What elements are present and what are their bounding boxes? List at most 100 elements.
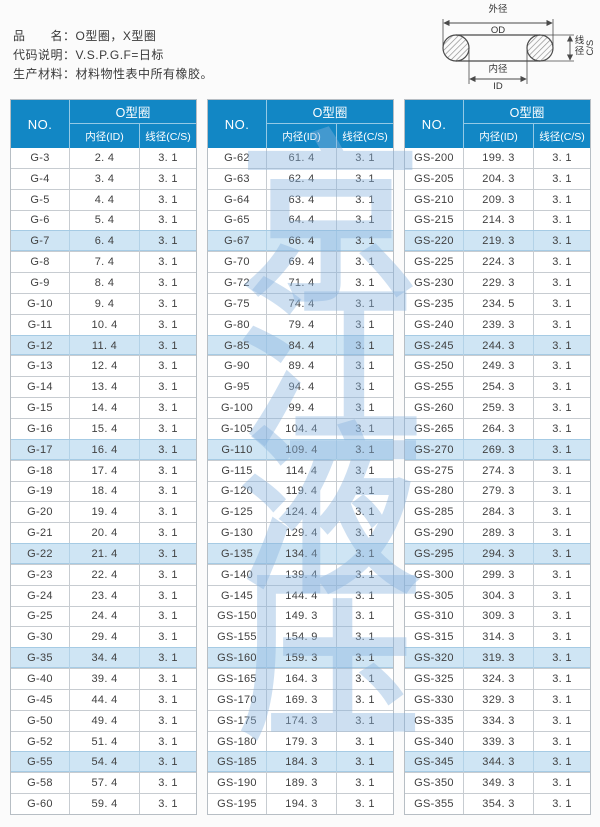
code-description-line: 代码说明：V.S.P.G.F=日标 (13, 48, 164, 62)
no-cell: G-145 (208, 585, 267, 606)
table-row: GS-160 159. 3 3. 1 (208, 647, 393, 669)
no-cell: G-35 (11, 648, 70, 669)
cs-cell: 3. 1 (552, 777, 572, 790)
cs-cell: 3. 1 (552, 610, 572, 623)
table-row: G-115 114. 4 3. 1 (208, 459, 393, 481)
no-cell: G-30 (11, 627, 70, 648)
cs-cell: 3. 1 (552, 756, 572, 769)
cs-cell: 3. 1 (552, 443, 572, 456)
cs-cell: 3. 1 (552, 735, 572, 748)
no-cell: G-60 (11, 794, 70, 814)
id-cell: 23. 4 (70, 585, 140, 606)
id-cell: 16. 4 (70, 439, 140, 460)
no-cell: G-19 (11, 481, 70, 502)
table-row: G-9 8. 4 3. 1 (11, 272, 196, 293)
cs-cell: 3. 1 (355, 297, 375, 310)
no-cell: GS-200 (405, 148, 464, 168)
no-cell: G-125 (208, 502, 267, 523)
id-cell: 114. 4 (267, 460, 337, 481)
cs-cell: 3. 1 (552, 276, 572, 289)
no-cell: GS-245 (405, 335, 464, 356)
table-row: GS-340 339. 3 3. 1 (405, 730, 590, 752)
id-cell: 44. 4 (70, 689, 140, 710)
od-label-cn: 外径 (488, 4, 508, 15)
no-cell: G-16 (11, 418, 70, 439)
col-header-id: 内径(ID) (464, 124, 534, 148)
table-header: NO. O型圈 内径(ID) 线径(C/S) (208, 100, 393, 148)
cs-cell: 3. 1 (158, 589, 178, 602)
no-cell: GS-155 (208, 627, 267, 648)
cs-cell: 3. 1 (552, 339, 572, 352)
spec-tables: NO. O型圈 内径(ID) 线径(C/S) G-3 2. 4 3. 1 G-4 3. … (10, 99, 591, 815)
id-cell: 10. 4 (70, 314, 140, 335)
no-cell: GS-215 (405, 210, 464, 231)
oring-table-1: NO. O型圈 内径(ID) 线径(C/S) G-3 2. 4 3. 1 G-4 3. … (10, 99, 197, 815)
id-cell: 264. 3 (464, 418, 534, 439)
id-cell: 234. 5 (464, 293, 534, 314)
no-cell: G-5 (11, 189, 70, 210)
cs-cell: 3. 1 (355, 735, 375, 748)
table-row: GS-350 349. 3 3. 1 (405, 772, 590, 794)
id-cell: 7. 4 (70, 252, 140, 273)
oring-table-2: NO. O型圈 内径(ID) 线径(C/S) G-62 61. 4 3. 1 G-63… (207, 99, 394, 815)
id-cell: 71. 4 (267, 273, 337, 293)
id-cell: 99. 4 (267, 398, 337, 418)
no-cell: G-7 (11, 231, 70, 252)
cs-cell: 3. 1 (552, 652, 572, 665)
product-name-line: 品 名：O型圈，X型圈 (13, 29, 157, 43)
cs-cell: 3. 1 (355, 485, 375, 498)
id-cell: 344. 3 (464, 752, 534, 773)
cs-cell: 3. 1 (355, 589, 375, 602)
no-cell: GS-205 (405, 168, 464, 189)
id-cell: 124. 4 (267, 502, 337, 523)
table-row: G-63 62. 4 3. 1 (208, 167, 393, 189)
id-cell: 5. 4 (70, 210, 140, 231)
table-row: G-65 64. 4 3. 1 (208, 209, 393, 231)
no-cell: GS-265 (405, 418, 464, 439)
cs-cell: 3. 1 (355, 568, 375, 581)
no-cell: GS-320 (405, 648, 464, 669)
id-cell: 299. 3 (464, 564, 534, 585)
no-cell: GS-150 (208, 606, 267, 627)
id-cell: 204. 3 (464, 168, 534, 189)
cs-cell: 3. 1 (355, 339, 375, 352)
cs-cell: 3. 1 (355, 756, 375, 769)
id-cell: 289. 3 (464, 523, 534, 544)
no-cell: G-90 (208, 356, 267, 377)
cs-cell: 3. 1 (355, 172, 375, 185)
id-cell: 194. 3 (267, 794, 337, 814)
no-cell: G-12 (11, 335, 70, 356)
cs-cell: 3. 1 (158, 318, 178, 331)
no-cell: G-9 (11, 273, 70, 293)
no-cell: GS-350 (405, 773, 464, 794)
cs-cell: 3. 1 (552, 193, 572, 206)
id-cell: 274. 3 (464, 460, 534, 481)
table-row: G-24 23. 4 3. 1 (11, 584, 196, 606)
id-cell: 149. 3 (267, 606, 337, 627)
no-cell: GS-315 (405, 627, 464, 648)
id-cell: 22. 4 (70, 564, 140, 585)
id-cell: 309. 3 (464, 606, 534, 627)
no-cell: GS-345 (405, 752, 464, 773)
no-cell: G-65 (208, 210, 267, 231)
cs-cell: 3. 1 (552, 485, 572, 498)
cs-cell: 3. 1 (158, 235, 178, 248)
id-cell: 59. 4 (70, 794, 140, 814)
no-cell: G-3 (11, 148, 70, 168)
cs-cell: 3. 1 (355, 464, 375, 477)
table-row: GS-180 179. 3 3. 1 (208, 730, 393, 752)
table-row: G-52 51. 4 3. 1 (11, 730, 196, 752)
id-cell: 269. 3 (464, 439, 534, 460)
cs-cell: 3. 1 (552, 422, 572, 435)
table-row: GS-255 254. 3 3. 1 (405, 376, 590, 398)
oring-cross-section-right (526, 34, 554, 62)
id-cell: 64. 4 (267, 210, 337, 231)
id-cell: 279. 3 (464, 481, 534, 502)
cs-cell: 3. 1 (552, 547, 572, 560)
id-cell: 184. 3 (267, 752, 337, 773)
id-cell: 20. 4 (70, 523, 140, 544)
cs-cell: 3. 1 (355, 777, 375, 790)
table-header: NO. O型圈 内径(ID) 线径(C/S) (11, 100, 196, 148)
id-cell: 11. 4 (70, 335, 140, 356)
